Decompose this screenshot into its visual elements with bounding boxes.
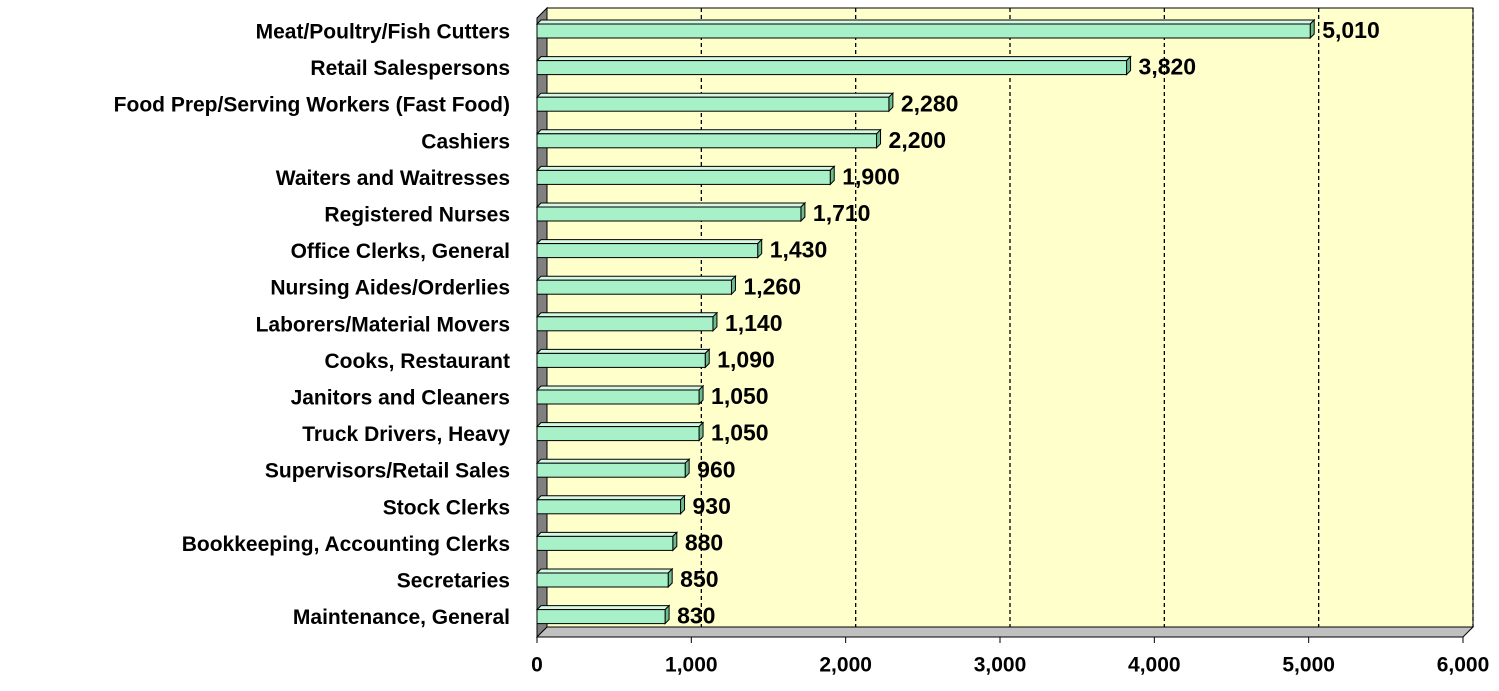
y-tick-label: Waiters and Waitresses bbox=[276, 167, 510, 190]
y-tick-label: Nursing Aides/Orderlies bbox=[270, 277, 510, 300]
y-tick-label: Truck Drivers, Heavy bbox=[302, 423, 510, 446]
bar-side bbox=[664, 604, 670, 625]
bar bbox=[536, 316, 714, 332]
bar bbox=[536, 389, 700, 405]
bar-top bbox=[535, 239, 763, 245]
bar-side bbox=[757, 238, 763, 259]
value-label: 930 bbox=[693, 493, 731, 519]
y-tick-label: Stock Clerks bbox=[383, 496, 510, 519]
value-label: 1,050 bbox=[711, 420, 769, 446]
bar-side bbox=[876, 128, 882, 150]
y-tick-label: Office Clerks, General bbox=[291, 240, 510, 263]
x-tick-label: 1,000 bbox=[665, 654, 718, 677]
y-tick-label: Bookkeeping, Accounting Clerks bbox=[182, 533, 510, 556]
value-label: 850 bbox=[680, 566, 718, 592]
value-label: 830 bbox=[677, 603, 715, 629]
x-tick-label: 0 bbox=[531, 654, 543, 677]
bar-top bbox=[535, 568, 674, 574]
value-label: 1,430 bbox=[770, 237, 828, 263]
x-tick-label: 5,000 bbox=[1282, 654, 1335, 677]
bar bbox=[536, 535, 674, 551]
y-tick-label: Maintenance, General bbox=[293, 606, 510, 629]
bar-top bbox=[535, 312, 719, 318]
value-label: 1,900 bbox=[842, 163, 900, 189]
value-label: 5,010 bbox=[1322, 17, 1380, 43]
bar-side bbox=[684, 457, 690, 479]
bar bbox=[536, 609, 666, 625]
value-label: 960 bbox=[697, 456, 735, 482]
bar bbox=[536, 352, 706, 368]
bar-top bbox=[535, 129, 882, 135]
value-label: 880 bbox=[685, 529, 723, 555]
bar-top bbox=[535, 495, 686, 501]
bar-top bbox=[535, 275, 737, 281]
bar bbox=[536, 23, 1311, 39]
bar-side bbox=[698, 421, 704, 442]
bar bbox=[536, 96, 890, 112]
y-tick-label: Janitors and Cleaners bbox=[291, 387, 510, 410]
y-tick-label: Supervisors/Retail Sales bbox=[265, 460, 510, 483]
bar-side bbox=[730, 274, 736, 296]
value-label: 1,260 bbox=[743, 273, 801, 299]
bar bbox=[536, 572, 669, 588]
bar-side bbox=[698, 384, 704, 406]
bar bbox=[536, 206, 802, 222]
bar-top bbox=[535, 56, 1132, 62]
y-tick-label: Cooks, Restaurant bbox=[324, 350, 510, 373]
bar bbox=[536, 169, 831, 185]
bar bbox=[536, 243, 759, 259]
bar-top bbox=[535, 422, 705, 428]
value-label: 1,710 bbox=[813, 200, 871, 226]
bar bbox=[536, 133, 878, 149]
value-label: 1,090 bbox=[717, 346, 775, 372]
bar-top bbox=[535, 531, 679, 537]
value-label: 2,200 bbox=[889, 127, 947, 153]
y-tick-label: Secretaries bbox=[397, 570, 510, 593]
y-tick-label: Laborers/Material Movers bbox=[256, 313, 510, 336]
y-tick-label: Food Prep/Serving Workers (Fast Food) bbox=[114, 94, 510, 117]
bar-side bbox=[829, 165, 835, 186]
bar bbox=[536, 60, 1128, 76]
x-tick-label: 2,000 bbox=[819, 654, 872, 677]
bar-side bbox=[1309, 18, 1315, 40]
bar-side bbox=[667, 567, 673, 589]
value-label: 2,280 bbox=[901, 90, 959, 116]
bar-top bbox=[535, 92, 895, 98]
y-tick-label: Retail Salespersons bbox=[310, 57, 510, 80]
y-tick-label: Registered Nurses bbox=[324, 204, 510, 227]
bar bbox=[536, 462, 686, 478]
value-label: 1,050 bbox=[711, 383, 769, 409]
x-tick-label: 3,000 bbox=[974, 654, 1027, 677]
bar-top bbox=[535, 19, 1316, 25]
bar-top bbox=[535, 385, 705, 391]
bar-top bbox=[535, 165, 836, 171]
value-label: 3,820 bbox=[1139, 54, 1197, 80]
bar-side bbox=[704, 348, 710, 369]
bar bbox=[536, 426, 700, 442]
bar-side bbox=[680, 494, 686, 516]
y-tick-label: Meat/Poultry/Fish Cutters bbox=[256, 21, 510, 44]
bar-top bbox=[535, 458, 691, 464]
bar-top bbox=[535, 348, 711, 354]
bar-top bbox=[535, 605, 671, 611]
bar bbox=[536, 499, 682, 515]
bar-side bbox=[888, 91, 894, 113]
value-label: 1,140 bbox=[725, 310, 783, 336]
bar-side bbox=[712, 311, 718, 333]
bar-side bbox=[672, 531, 678, 552]
y-tick-label: Cashiers bbox=[421, 130, 510, 153]
bar bbox=[536, 279, 732, 295]
bar-top bbox=[535, 202, 807, 208]
x-tick-label: 4,000 bbox=[1128, 654, 1181, 677]
bar-side bbox=[800, 201, 806, 223]
x-tick-label: 6,000 bbox=[1437, 654, 1490, 677]
bar-side bbox=[1126, 55, 1132, 76]
